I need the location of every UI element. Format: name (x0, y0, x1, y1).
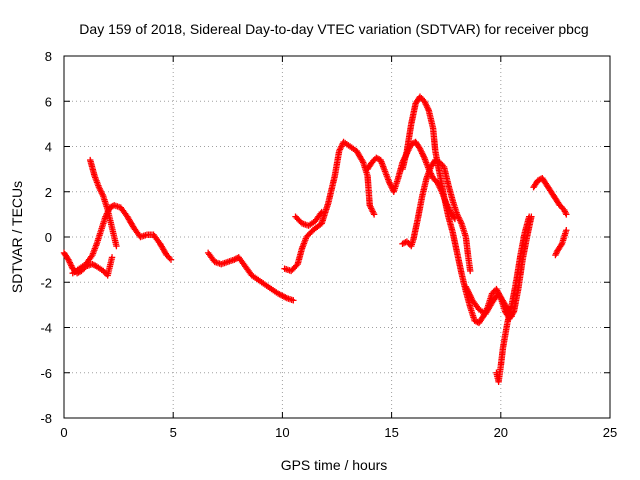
grid (64, 56, 610, 418)
data-point (370, 211, 378, 218)
data-point (557, 241, 565, 249)
data-point (318, 208, 325, 216)
y-axis-label: SDTVAR / TECUs (9, 181, 25, 293)
x-tick-label: 10 (275, 425, 289, 440)
x-tick-label: 15 (384, 425, 398, 440)
x-tick-label: 25 (603, 425, 617, 440)
data-point (467, 267, 474, 275)
data-point (167, 256, 175, 263)
data-point (563, 227, 570, 234)
data-point (113, 242, 120, 250)
y-tick-label: -2 (40, 275, 52, 290)
y-tick-label: -8 (40, 411, 52, 426)
data-point (563, 211, 570, 218)
data-points (60, 93, 570, 385)
y-tick-label: 8 (45, 49, 52, 64)
axis-ticks: 0 5 10 15 20 25 -8 -6 -4 -2 0 2 4 6 8 (40, 49, 617, 440)
y-tick-label: 6 (45, 94, 52, 109)
data-point (525, 213, 533, 220)
x-axis-label: GPS time / hours (281, 457, 388, 473)
y-tick-label: 4 (45, 140, 52, 155)
x-tick-label: 5 (170, 425, 177, 440)
data-point (282, 294, 289, 301)
chart-title: Day 159 of 2018, Sidereal Day-to-day VTE… (79, 21, 588, 37)
data-point (290, 297, 297, 304)
x-tick-label: 0 (60, 425, 67, 440)
data-point (402, 239, 409, 246)
data-point (359, 157, 366, 165)
y-tick-label: 2 (45, 185, 52, 200)
y-tick-label: 0 (45, 230, 52, 245)
y-tick-label: -6 (40, 366, 52, 381)
y-tick-label: -4 (40, 321, 52, 336)
x-tick-label: 20 (494, 425, 508, 440)
data-point (108, 254, 116, 261)
